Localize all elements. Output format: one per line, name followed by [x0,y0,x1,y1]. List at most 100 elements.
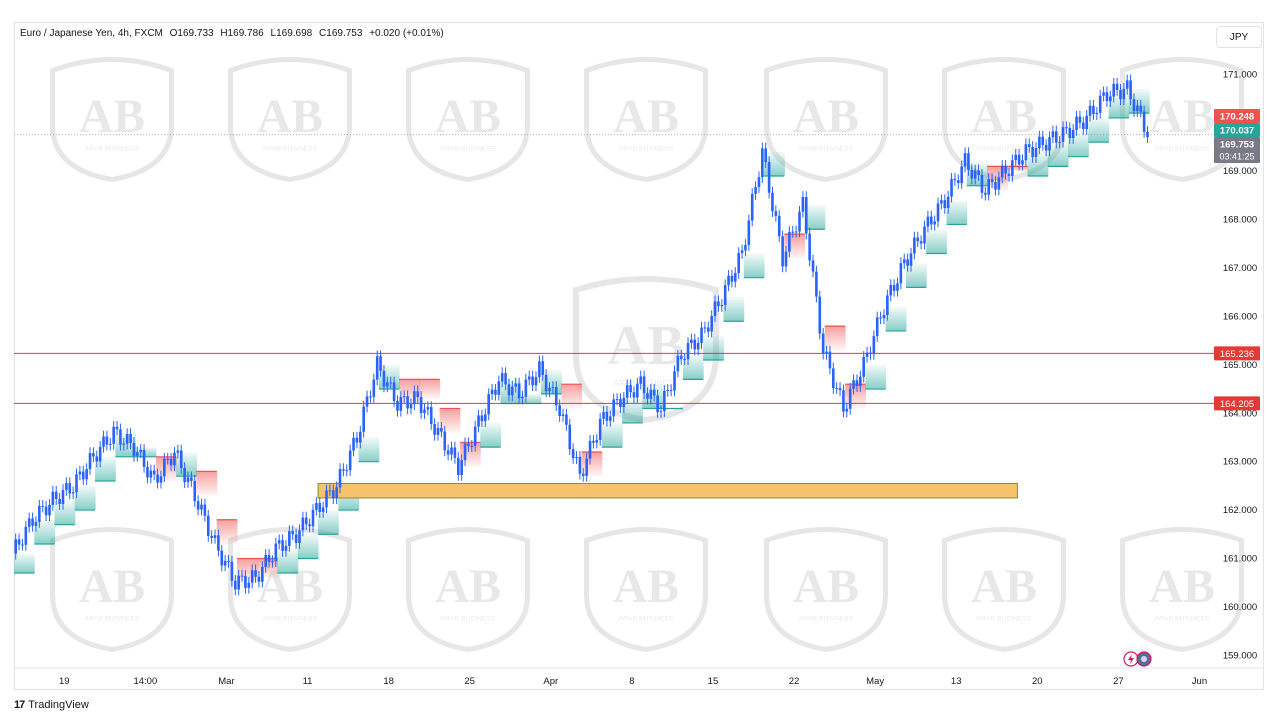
candle-body [791,231,795,233]
candle-body [1122,88,1126,100]
cloud-segment [1027,151,1049,177]
candle-body [808,233,811,261]
candle-body [737,253,740,274]
currency-button[interactable]: JPY [1216,26,1262,48]
candle-body [169,458,173,466]
candle-body [538,361,541,378]
candle-body [825,351,828,354]
candle-body [909,253,913,266]
candle-body [619,399,622,408]
candle-body [304,517,308,525]
candle-body [646,393,649,399]
candle-body [720,304,724,307]
candle-body [777,215,781,237]
candle-body [281,540,284,551]
cloud-segment [95,456,116,482]
cloud-segment [1088,117,1110,143]
cloud-segment [34,519,56,544]
candle-body [372,379,376,397]
watermark-outline [227,526,353,653]
candle-body [896,283,899,291]
candle-body [960,166,963,184]
watermark-monogram: AB [257,91,323,143]
candle-body [862,356,866,377]
watermark-text: ARAB BUSINESS [441,616,496,623]
watermark-outline [941,526,1067,653]
candle-body [1075,116,1078,130]
watermark-text: ARAB BUSINESS [799,616,854,623]
candle-body [112,426,115,444]
watermark-outline [49,56,175,183]
watermark-text: ARAB BUSINESS [1155,616,1210,623]
candle-body [828,351,832,369]
candle-body [1014,154,1018,161]
candle-body [1129,80,1132,100]
candle-body [615,399,619,401]
candle-body [706,327,710,332]
cloud-segment [297,534,319,559]
watermark-monogram: AB [971,561,1037,613]
candle-body [1082,122,1085,130]
candle-body [325,490,328,508]
candle-body [690,339,693,344]
time-tick-label: 13 [951,676,962,687]
time-tick-label: May [866,676,884,687]
price-badges: 165.236 164.205 170.248 170.037 169.75303:41… [1214,109,1260,411]
candle-body [21,544,24,546]
candle-body [886,295,889,315]
candle-body [838,388,842,391]
candle-body [889,285,893,296]
candle-body [480,415,484,422]
candle-body [517,383,521,399]
cloud-segment [541,369,562,394]
candle-body [416,391,420,397]
watermark-outline [763,526,889,653]
candle-body [355,437,359,443]
candle-body [943,200,947,209]
candle-body [592,440,595,443]
watermark-shield: AB ARAB BUSINESS [227,56,353,183]
cloud-segment [703,335,724,360]
time-tick-label: 19 [59,676,70,687]
candle-body [321,507,325,513]
candle-body [331,490,335,499]
price-tick-label: 163.000 [1223,457,1257,468]
watermark-monogram: AB [79,91,145,143]
candle-body [919,241,923,244]
candle-body [710,316,713,332]
candle-body [683,358,686,360]
watermark-text: ARAB BUSINESS [263,616,318,623]
candle-body [402,396,406,398]
candle-body [487,394,490,415]
watermark-layer: AB ARAB BUSINESS AB ARAB BUSINESS AB ARAB BUS… [49,56,1245,653]
price-tick-label: 160.000 [1223,602,1257,613]
candle-body [497,381,501,395]
candle-body [771,192,774,212]
cloud-segment [196,471,218,496]
footer-brand[interactable]: 17 TradingView [14,699,89,711]
candle-body [696,343,700,350]
candle-body [61,490,65,505]
candle-body [676,355,680,372]
candle-body [85,469,88,480]
cloud-segment [439,408,461,433]
cloud-segment [419,379,441,399]
alert-icons[interactable] [1122,650,1156,668]
ohlc-low: L169.698 [270,28,313,39]
candle-body [551,387,555,389]
candle-body [987,179,991,195]
cloud-segment [905,263,927,288]
candle-body [58,498,61,505]
candle-body [179,450,183,469]
candle-body [1017,154,1021,165]
candle-body [1125,80,1129,89]
support-zone-rect[interactable] [317,482,1018,499]
candle-body [176,450,180,453]
watermark-text: ARAB BUSINESS [977,146,1032,153]
candle-body [379,356,382,371]
cloud-segment [581,451,603,477]
cloud-segment [743,253,765,278]
candle-body [1031,146,1034,158]
time-tick-label: 22 [789,676,800,687]
